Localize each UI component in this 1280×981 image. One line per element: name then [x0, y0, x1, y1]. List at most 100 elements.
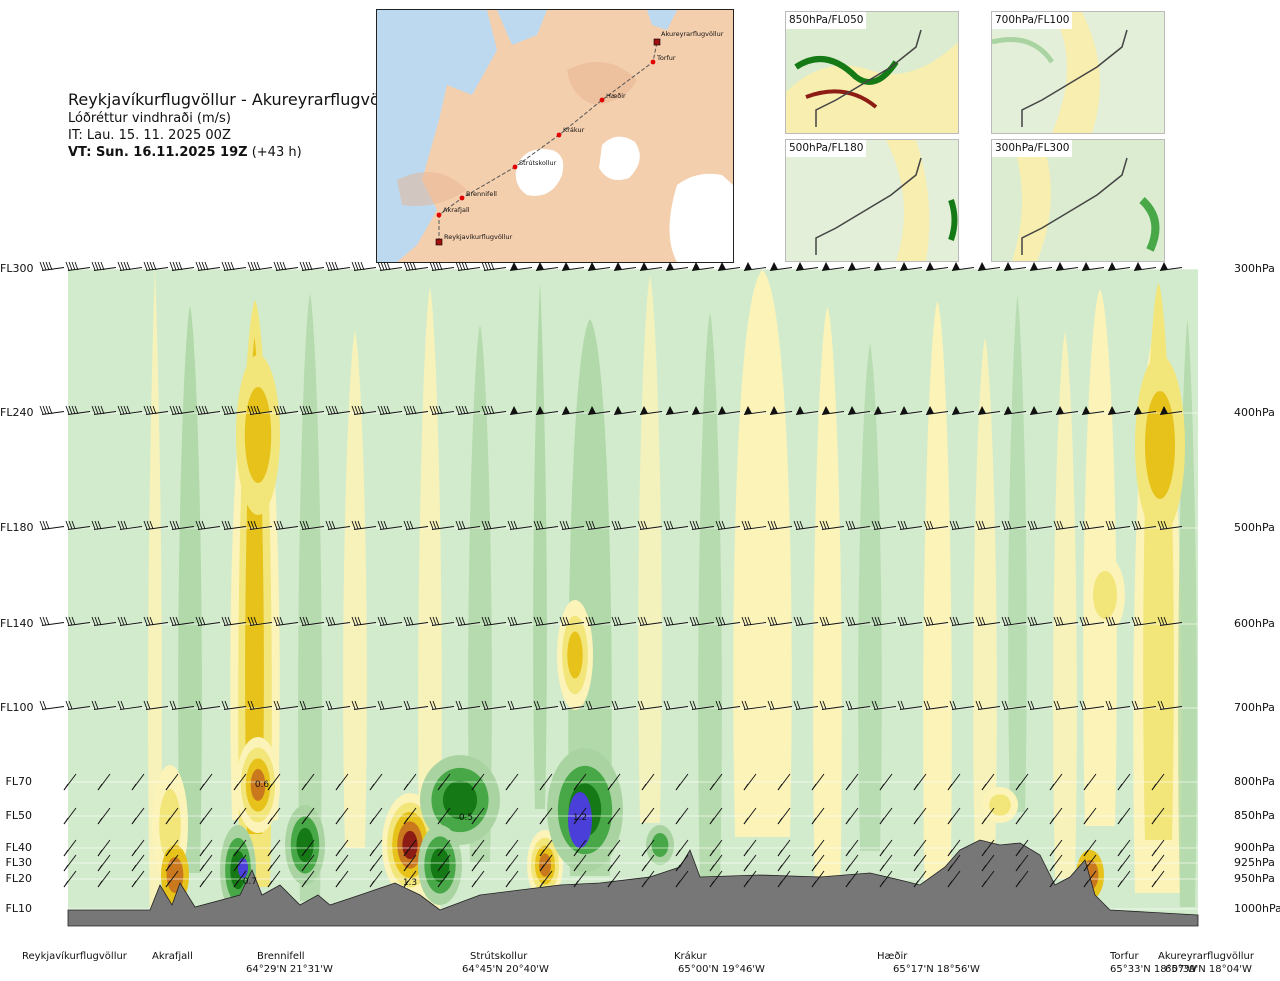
wind-barb [951, 262, 975, 271]
wind-barb [221, 405, 247, 415]
wind-barb [97, 773, 111, 791]
wind-barb [471, 854, 485, 872]
location-coordinate: 65°39'N 18°04'W [1165, 964, 1252, 975]
wind-barb [117, 261, 143, 271]
wind-barb [1083, 839, 1097, 857]
pressure-level-label: 300hPa [1234, 262, 1275, 275]
wind-barb [247, 520, 273, 530]
wind-barb [505, 870, 519, 888]
thumb-850hpa[interactable]: 850hPa/FL050 [785, 11, 959, 134]
wind-barb [897, 700, 923, 710]
wind-barb [709, 807, 723, 825]
map-airport-marker [653, 38, 661, 46]
wind-barb [471, 839, 485, 857]
pressure-level-label: 800hPa [1234, 775, 1275, 788]
wind-barb [845, 520, 871, 530]
wind-barb [63, 839, 77, 857]
wind-barb [949, 700, 975, 710]
wind-barb [455, 261, 481, 271]
wind-barb [539, 807, 553, 825]
wind-barb [1081, 406, 1105, 415]
wind-barb [585, 520, 611, 530]
flight-level-label: FL10 [5, 902, 32, 915]
field-cell [989, 794, 1011, 816]
thumb-label-850: 850hPa/FL050 [786, 12, 867, 29]
wind-barb [1117, 854, 1131, 872]
wind-barb [377, 405, 403, 415]
wind-barb [533, 700, 559, 710]
wind-barb [267, 807, 281, 825]
variable-label: Lóðréttur vindhraði (m/s) [68, 111, 231, 126]
wind-barb [899, 262, 923, 271]
field-cell [244, 387, 272, 483]
wind-barb [913, 807, 927, 825]
wind-barb [925, 406, 949, 415]
location-coordinate: 65°00'N 19°46'W [678, 964, 765, 975]
wind-barb [199, 773, 213, 791]
wind-barb [539, 773, 553, 791]
wind-barb [675, 854, 689, 872]
wind-barb [689, 616, 715, 626]
wind-barb [879, 854, 893, 872]
field-cell [1145, 391, 1175, 499]
wind-barb [165, 807, 179, 825]
wind-barb [273, 616, 299, 626]
wind-barb [403, 870, 417, 888]
flight-level-label: FL50 [5, 809, 32, 822]
wind-barb [233, 773, 247, 791]
wind-barb [63, 870, 77, 888]
field-band [1053, 332, 1077, 879]
wind-barb [819, 700, 845, 710]
wind-barb [429, 520, 455, 530]
value-annotation: 1.3 [403, 878, 417, 888]
wind-barb [913, 854, 927, 872]
wind-barb [1029, 262, 1053, 271]
wind-barb [981, 807, 995, 825]
wind-barb [1105, 700, 1131, 710]
wind-barb [131, 773, 145, 791]
wind-barb [897, 616, 923, 626]
wind-barb [981, 839, 995, 857]
wind-barb [199, 854, 213, 872]
wind-barb [637, 520, 663, 530]
wind-barb [663, 700, 689, 710]
wind-barb [535, 406, 559, 415]
field-band [178, 306, 202, 873]
wind-barb [325, 261, 351, 271]
wind-barb [715, 700, 741, 710]
wind-barb [143, 405, 169, 415]
location-name: Hæðir [877, 951, 908, 962]
wind-barb [1015, 854, 1029, 872]
field-band [973, 338, 997, 865]
wind-barb [429, 261, 455, 271]
wind-barb [325, 405, 351, 415]
flight-level-label: FL20 [5, 872, 32, 885]
wind-barb [1079, 700, 1105, 710]
field-band [468, 325, 492, 862]
wind-barb [429, 700, 455, 710]
pressure-level-label: 1000hPa [1234, 902, 1280, 915]
wind-barb [143, 520, 169, 530]
map-waypoint-label: Akureyrarflugvöllur [661, 30, 724, 38]
wind-barb [377, 520, 403, 530]
thumb-700hpa[interactable]: 700hPa/FL100 [991, 11, 1165, 134]
thumb-500hpa[interactable]: 500hPa/FL180 [785, 139, 959, 262]
wind-barb [743, 839, 757, 857]
wind-barb [301, 870, 315, 888]
field-band [813, 307, 842, 904]
wind-barb [811, 839, 825, 857]
wind-barb [169, 261, 195, 271]
wind-barb [117, 520, 143, 530]
field-band [923, 301, 952, 918]
wind-barb [1151, 870, 1165, 888]
wind-barb [437, 839, 451, 857]
wind-barb [65, 700, 91, 710]
value-annotation: 0.7 [243, 877, 257, 887]
wind-barb [301, 773, 315, 791]
route-title: Reykjavíkurflugvöllur - Akureyrarflugvöl… [68, 90, 406, 109]
wind-barb [169, 700, 195, 710]
thumb-300hpa[interactable]: 300hPa/FL300 [991, 139, 1165, 262]
wind-barb [975, 520, 1001, 530]
wind-barb [585, 616, 611, 626]
wind-barb [613, 262, 637, 271]
